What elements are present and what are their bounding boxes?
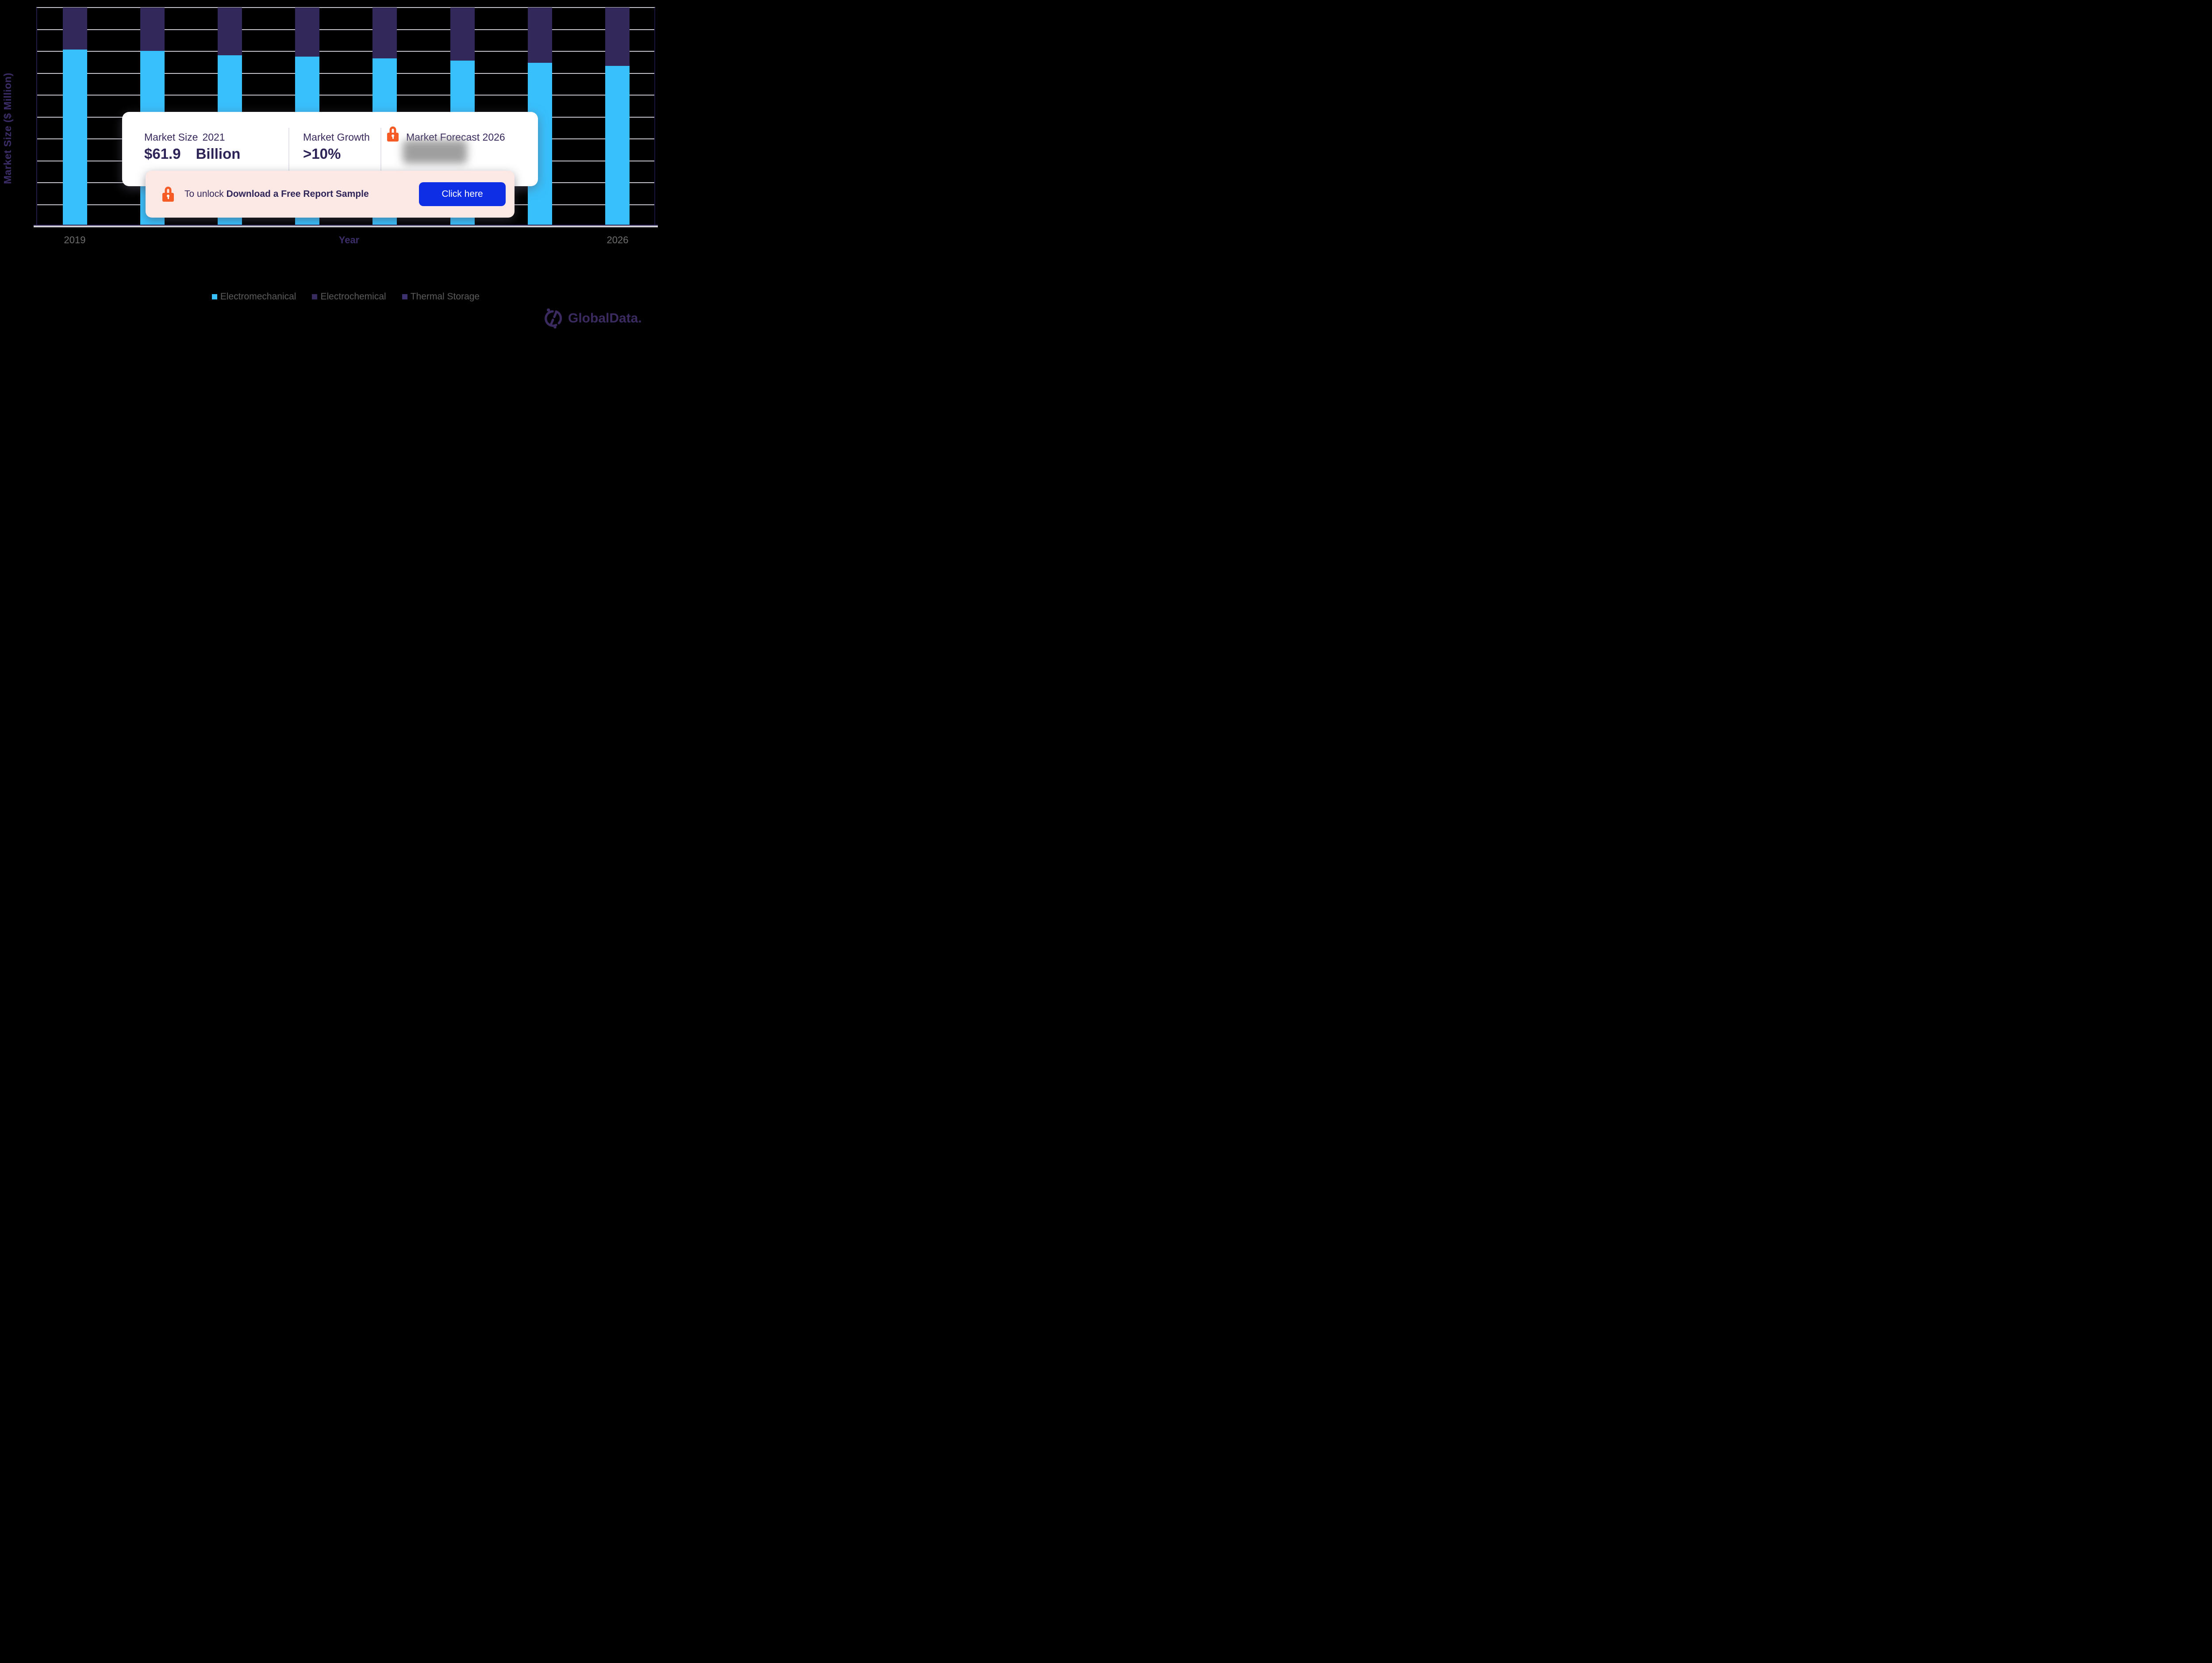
plot-area — [36, 7, 655, 227]
lock-shackle — [165, 187, 172, 193]
gridline — [36, 51, 655, 52]
bar-segment-electrochemical — [140, 8, 165, 51]
market-size-year: 2021 — [202, 131, 225, 143]
legend-item-electrochemical: Electrochemical — [312, 291, 386, 302]
market-size-unit: Billion — [196, 146, 241, 162]
bar-segment-electrochemical — [373, 8, 397, 58]
unlock-message-bold: Download a Free Report Sample — [226, 189, 369, 199]
lock-keyhole — [167, 195, 169, 199]
bar-segment-electrochemical — [295, 8, 320, 57]
market-size-value: $61.9 Billion — [144, 146, 241, 162]
globaldata-logo-mark — [545, 308, 562, 329]
lock-keyhole — [392, 134, 394, 139]
globaldata-branding: GlobalData. — [544, 308, 642, 329]
bar-segment-electromechanical — [62, 49, 87, 226]
y-axis-label: Market Size ($ Million) — [2, 73, 13, 184]
market-growth-value: >10% — [303, 146, 341, 162]
plot-right-border — [654, 8, 655, 226]
blurred-forecast-value — [403, 140, 467, 164]
bar-segment-electrochemical — [450, 8, 475, 61]
gridline — [36, 73, 655, 74]
x-tick-2026: 2026 — [607, 234, 629, 245]
bar-2019 — [62, 8, 87, 226]
bar-2026 — [605, 8, 630, 226]
legend: Electromechanical Electrochemical Therma… — [36, 291, 655, 302]
legend-item-electromechanical: Electromechanical — [211, 291, 296, 302]
legend-swatch-electrochemical — [312, 294, 318, 299]
gridline — [36, 29, 655, 30]
lock-body — [387, 133, 399, 142]
bar-segment-electrochemical — [527, 8, 552, 63]
bar-segment-electromechanical — [605, 65, 630, 226]
x-axis-title: Year — [338, 234, 360, 245]
chart-screenshot: Market Size ($ Million) 2019 Year 2026 M… — [0, 0, 663, 333]
bar-segment-electrochemical — [62, 8, 87, 50]
market-growth-label: Market Growth — [303, 131, 370, 143]
card-divider — [288, 128, 289, 175]
legend-item-thermal-storage: Thermal Storage — [402, 291, 480, 302]
click-here-button[interactable]: Click here — [419, 182, 506, 206]
gridline — [36, 95, 655, 96]
market-size-label: Market Size 2021 — [144, 131, 225, 143]
legend-label: Electromechanical — [220, 291, 296, 302]
lock-icon — [162, 187, 174, 202]
x-tick-2019: 2019 — [64, 234, 86, 245]
lock-icon — [387, 126, 399, 142]
globaldata-logo-text: GlobalData. — [568, 311, 642, 326]
unlock-message: To unlock Download a Free Report Sample — [184, 189, 369, 199]
unlock-banner: To unlock Download a Free Report Sample … — [146, 171, 515, 218]
x-axis-line — [34, 225, 658, 226]
x-axis-baseline — [34, 226, 658, 227]
plot-left-border — [36, 8, 37, 226]
legend-label: Thermal Storage — [410, 291, 480, 302]
card-divider — [380, 128, 381, 175]
legend-label: Electrochemical — [320, 291, 386, 302]
lock-body — [162, 193, 174, 202]
legend-swatch-electromechanical — [211, 294, 217, 299]
legend-swatch-thermal-storage — [402, 294, 407, 299]
bar-segment-electrochemical — [218, 8, 242, 55]
lock-shackle — [389, 126, 396, 133]
bar-segment-electrochemical — [605, 8, 630, 66]
gridline — [36, 7, 655, 8]
